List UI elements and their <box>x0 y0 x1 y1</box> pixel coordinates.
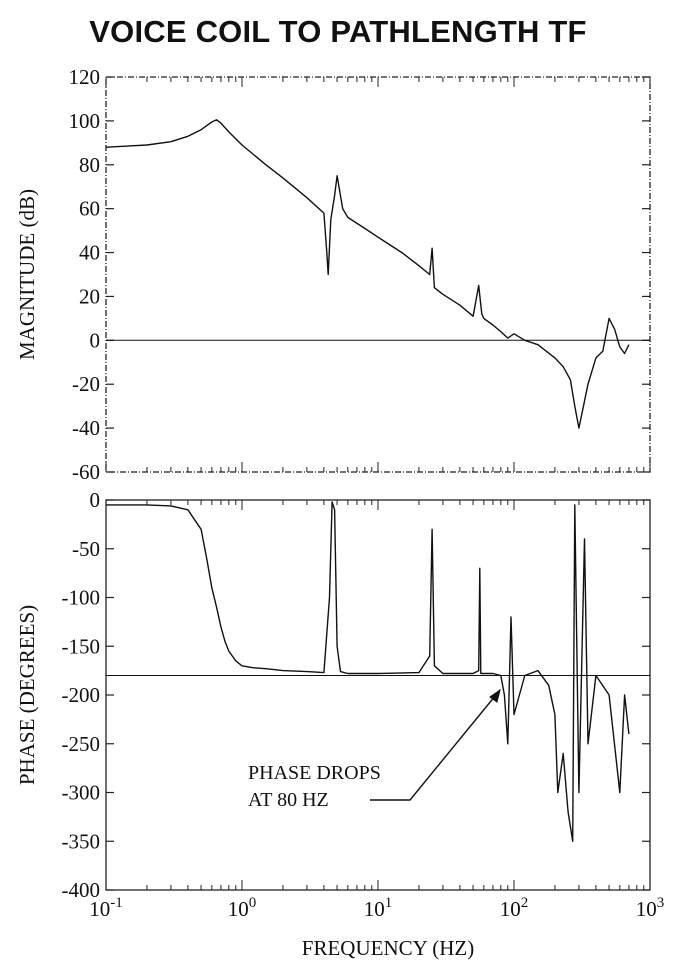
phase-ytick-label: -350 <box>62 829 101 853</box>
magnitude-y-axis-label: MAGNITUDE (dB) <box>15 189 39 360</box>
magnitude-series-line <box>105 119 630 429</box>
phase-ytick-label: -100 <box>62 586 101 610</box>
phase-ytick-label: -250 <box>62 732 101 756</box>
phase-ytick-label: 0 <box>90 488 101 512</box>
x-tick-label: 103 <box>636 895 665 921</box>
magnitude-ytick-label: 60 <box>79 197 100 221</box>
phase-ytick-label: -400 <box>62 878 101 902</box>
annotation-arrow <box>370 689 501 801</box>
x-axis-label: FREQUENCY (HZ) <box>302 936 474 960</box>
magnitude-ytick-label: 20 <box>79 284 100 308</box>
magnitude-ytick-label: 40 <box>79 241 100 265</box>
x-tick-label: 101 <box>364 895 393 921</box>
magnitude-ytick-label: 100 <box>69 109 101 133</box>
annotation-line-1: PHASE DROPS <box>248 762 381 784</box>
chart-title: VOICE COIL TO PATHLENGTH TF <box>89 14 587 49</box>
phase-ytick-label: -150 <box>62 634 101 658</box>
phase-ytick-label: -50 <box>72 537 100 561</box>
x-tick-label: 100 <box>228 895 257 921</box>
phase-ytick-label: -200 <box>62 683 101 707</box>
annotation-line-2: AT 80 HZ <box>248 789 329 811</box>
annotation-arrowhead <box>489 688 501 703</box>
magnitude-ytick-label: -60 <box>72 460 100 484</box>
phase-y-axis-label: PHASE (DEGREES) <box>15 605 39 785</box>
magnitude-ytick-label: 80 <box>79 153 100 177</box>
phase-plot-frame <box>105 499 651 891</box>
phase-ytick-label: -300 <box>62 781 101 805</box>
phase-series-line <box>106 501 630 842</box>
x-tick-label: 10-1 <box>89 895 123 921</box>
magnitude-ytick-label: -40 <box>72 416 100 440</box>
magnitude-ytick-label: 0 <box>90 328 101 352</box>
magnitude-ytick-label: -20 <box>72 372 100 396</box>
magnitude-ytick-label: 120 <box>69 65 101 89</box>
x-tick-label: 102 <box>500 895 529 921</box>
